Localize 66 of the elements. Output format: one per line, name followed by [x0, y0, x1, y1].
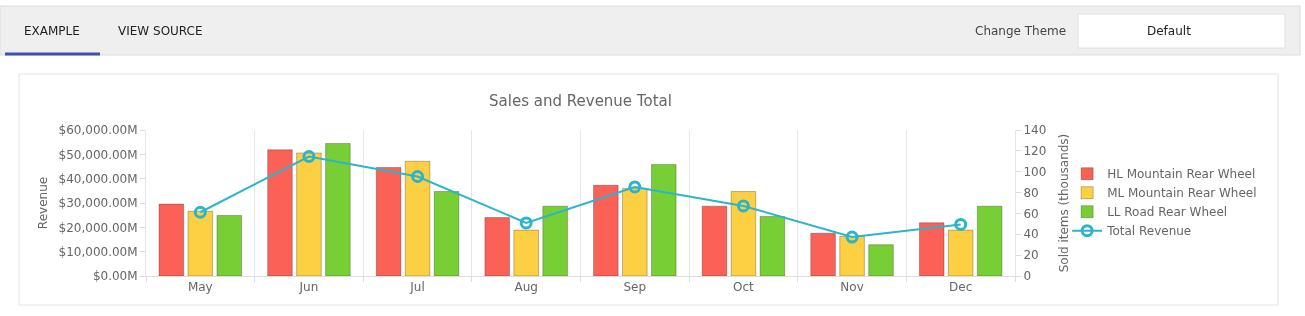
y2-tick-label: 100 [1023, 164, 1047, 179]
x-tick-label: May [187, 280, 213, 295]
legend-label: LL Road Rear Wheel [1107, 205, 1228, 220]
y-tick-label: $30,000.00M [58, 196, 138, 211]
x-tick-label: Sep [623, 280, 647, 295]
point [193, 205, 207, 219]
bar [839, 235, 865, 276]
point [519, 216, 533, 230]
y2-tick-label: 120 [1023, 144, 1047, 159]
x-tick-label: Oct [733, 280, 755, 295]
legend-label: Total Revenue [1106, 224, 1192, 239]
bar [433, 191, 460, 276]
y2-tick-label: 40 [1023, 227, 1039, 242]
bar [187, 210, 214, 276]
y2-tick-label: 0 [1023, 269, 1032, 284]
bar [484, 217, 511, 276]
text: Change Theme [975, 24, 1067, 38]
y2-tick-label: 80 [1023, 185, 1039, 200]
point [845, 230, 859, 244]
bar [404, 160, 431, 276]
bar [810, 232, 836, 276]
x-tick-label: Jun [298, 280, 319, 295]
bar [158, 203, 185, 276]
point [302, 150, 316, 164]
y2-tick-label: 20 [1023, 248, 1039, 263]
bar [947, 229, 974, 276]
text: Default [1147, 24, 1192, 38]
point [411, 169, 425, 183]
bar [513, 229, 539, 276]
y-tick-label: $50,000.00M [58, 147, 138, 162]
bar [976, 205, 1003, 276]
bar [650, 163, 677, 276]
text: VIEW SOURCE [118, 24, 203, 38]
bar [701, 205, 728, 276]
y-tick-label: $60,000.00M [58, 123, 138, 138]
point [736, 199, 750, 213]
bar [375, 167, 402, 276]
x-tick-label: Nov [840, 280, 864, 295]
x-tick-label: Aug [514, 280, 538, 295]
text: EXAMPLE [24, 24, 80, 38]
legend-label: ML Mountain Rear Wheel [1107, 186, 1257, 201]
y2-axis-title: Sold items (thousands) [1057, 133, 1072, 273]
y-tick-label: $10,000.00M [58, 244, 138, 259]
y-tick-label: $40,000.00M [58, 171, 138, 186]
bar [868, 244, 894, 276]
bar [296, 152, 322, 276]
y2-tick-label: 140 [1023, 123, 1047, 138]
chart-title: Sales and Revenue Total [489, 92, 672, 111]
bar [325, 143, 351, 276]
y-tick-label: $20,000.00M [58, 220, 138, 235]
bar [267, 149, 293, 276]
y-tick-label: $0.00M [92, 269, 138, 284]
y2-tick-label: 60 [1023, 206, 1039, 221]
bar [759, 216, 786, 276]
x-tick-label: Jul [409, 280, 425, 295]
bar [216, 215, 243, 276]
bar [593, 184, 619, 276]
point [954, 217, 968, 231]
bar [622, 187, 648, 276]
x-tick-label: Dec [949, 280, 973, 295]
y-axis-title: Revenue [35, 176, 50, 230]
bar [542, 205, 568, 276]
bar [918, 222, 945, 276]
point [628, 180, 642, 194]
legend-label: HL Mountain Rear Wheel [1107, 167, 1256, 182]
bar [730, 191, 757, 276]
